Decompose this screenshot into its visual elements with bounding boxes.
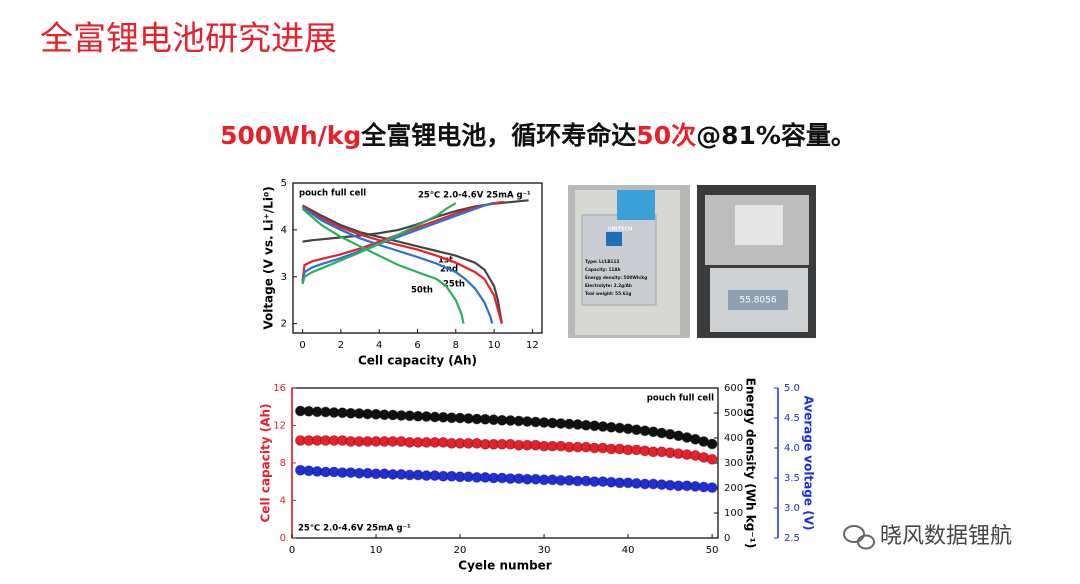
y3-tick-label: 3.5	[784, 473, 800, 484]
photo-label: Type: Li/LB113	[585, 259, 619, 264]
y-tick-label: 8	[280, 458, 286, 469]
y-tick-label: 3	[281, 272, 287, 283]
curve	[301, 202, 457, 285]
headline-part: 全富锂电池，循环寿命达	[360, 121, 636, 150]
y-tick-label: 2	[281, 319, 287, 330]
y2-tick-label: 200	[724, 483, 743, 494]
x-tick-label: 12	[526, 340, 539, 351]
y3-tick-label: 4.0	[784, 443, 800, 454]
x-tick-label: 0	[289, 545, 295, 556]
photo-label: Energy density: 500Wh/kg	[585, 275, 647, 280]
curve	[301, 200, 504, 282]
photo-label: Capacity: 11Ah	[585, 267, 621, 272]
y2-tick-label: 500	[724, 408, 743, 419]
curve	[302, 205, 503, 324]
scale-reading: 55.8056	[739, 296, 776, 306]
y3-tick-label: 4.5	[784, 413, 800, 424]
x-tick-label: 30	[538, 545, 551, 556]
y2-tick-label: 300	[724, 458, 743, 469]
photo-scale	[697, 185, 816, 338]
curve	[301, 207, 465, 324]
annotation: 25℃ 2.0-4.6V 25mA g⁻¹	[298, 524, 411, 534]
headline-part: @81%容量。	[696, 121, 856, 150]
curve-label: 1st	[438, 256, 453, 266]
y-tick-label: 12	[273, 421, 286, 432]
y3-axis-label: Average voltage (V)	[802, 396, 816, 531]
x-tick-label: 6	[414, 340, 420, 351]
photo-label: CNITECH	[608, 227, 632, 233]
x-tick-label: 40	[622, 545, 635, 556]
slide-title: 全富锂电池研究进展	[40, 19, 337, 58]
y2-tick-label: 600	[724, 383, 743, 394]
y3-tick-label: 2.5	[784, 533, 800, 544]
x-tick-label: 2	[338, 340, 344, 351]
headline-part: 50次	[636, 121, 696, 150]
x-axis-label: Cyele number	[458, 559, 552, 573]
headline: 500Wh/kg全富锂电池，循环寿命达50次@81%容量。	[220, 121, 856, 150]
y-tick-label: 5	[281, 178, 287, 189]
y3-tick-label: 3.0	[784, 503, 800, 514]
curve	[302, 204, 503, 324]
curve	[301, 201, 495, 284]
photo-cell	[568, 185, 690, 338]
x-tick-label: 4	[376, 340, 382, 351]
y-axis-label: Voltage (V vs. Li⁺/Li⁰)	[262, 186, 276, 329]
x-tick-label: 10	[370, 545, 383, 556]
x-tick-label: 0	[299, 340, 305, 351]
x-axis-label: Cell capacity (Ah)	[358, 354, 477, 368]
data-point	[706, 453, 718, 465]
y-axis-label: Cell capacity (Ah)	[259, 403, 273, 522]
y2-tick-label: 400	[724, 433, 743, 444]
y2-tick-label: 0	[724, 533, 730, 544]
curve-label: 50th	[411, 286, 433, 296]
annotation: 25℃ 2.0-4.6V 25mA g⁻¹	[418, 191, 531, 201]
data-point	[706, 438, 718, 450]
y2-axis-label: Energy density (Wh kg⁻¹)	[744, 378, 758, 549]
wechat-icon	[843, 525, 875, 550]
x-tick-label: 50	[706, 545, 719, 556]
photo-label: Electrolyte: 2.2g/Ah	[585, 283, 632, 288]
annotation: pouch full cell	[299, 189, 366, 199]
curve-label: 25th	[443, 280, 465, 290]
y2-tick-label: 100	[724, 508, 743, 519]
x-tick-label: 8	[453, 340, 459, 351]
x-tick-label: 10	[488, 340, 501, 351]
y-tick-label: 4	[280, 496, 286, 507]
y-tick-label: 0	[280, 533, 286, 544]
curve	[301, 206, 494, 324]
y3-tick-label: 5.0	[784, 383, 800, 394]
annotation: pouch full cell	[647, 394, 714, 404]
photo-label: Toal weight: 55.61g	[585, 291, 631, 296]
x-tick-label: 20	[454, 545, 467, 556]
y-tick-label: 4	[281, 225, 287, 236]
watermark: 晓风数据锂航	[880, 524, 1012, 549]
y-tick-label: 16	[273, 383, 286, 394]
data-point	[706, 482, 718, 494]
headline-part: 500Wh/kg	[220, 121, 361, 150]
